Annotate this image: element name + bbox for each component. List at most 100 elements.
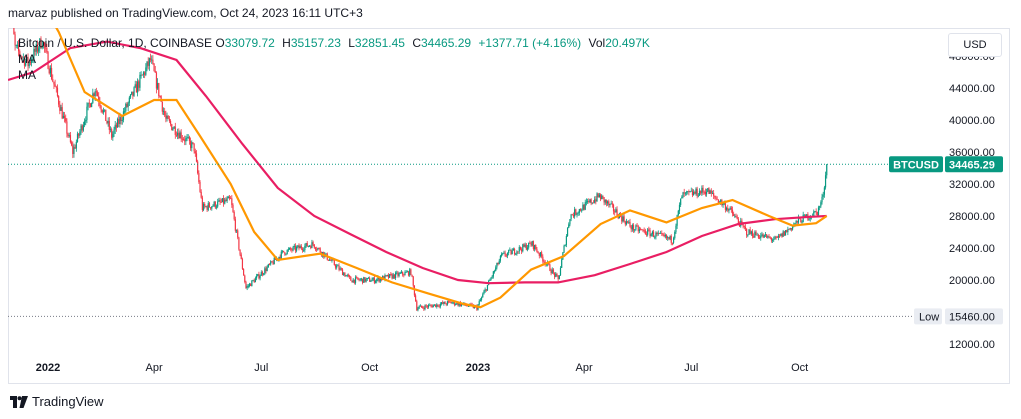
candle-body [138, 81, 140, 88]
candle-body [403, 274, 405, 276]
candle-body [704, 191, 707, 195]
candle-body [394, 272, 397, 279]
candle-body [447, 301, 450, 303]
price-chart[interactable]: 12000.0016000.0020000.0024000.0028000.00… [8, 28, 1010, 384]
candle-body [149, 58, 152, 60]
candle-body [532, 241, 535, 250]
candle-body [125, 103, 127, 112]
candle-body [308, 245, 311, 247]
currency-button[interactable]: USD [948, 33, 1002, 57]
candle-body [48, 68, 50, 74]
candle-body [747, 234, 749, 236]
candle-body [313, 244, 315, 248]
candle-body [730, 207, 732, 210]
candle-body [265, 268, 267, 271]
y-tick-label: 40000.00 [949, 115, 995, 127]
candle-body [404, 272, 406, 276]
candle-body [515, 253, 517, 255]
candle-body [644, 230, 646, 234]
candle-body [628, 221, 630, 223]
candle-body [753, 236, 755, 238]
candle-body [350, 276, 352, 281]
y-tick-label: 32000.00 [949, 179, 995, 191]
candle-body [483, 291, 485, 295]
candle-body [30, 60, 33, 63]
candle-body [576, 213, 578, 215]
candle-body [701, 187, 703, 194]
candle-body [733, 213, 735, 217]
candle-body [121, 119, 123, 121]
volume-value: 20.497K [605, 36, 650, 50]
candle-body [78, 133, 80, 136]
candle-body [545, 264, 547, 265]
candle-body [135, 84, 138, 93]
candle-body [154, 70, 156, 73]
symbol-title[interactable]: Bitcoin / U.S. Dollar, 1D, COINBASE [18, 36, 213, 50]
candle-body [784, 230, 787, 236]
candle-body [768, 236, 770, 238]
candle-body [586, 201, 589, 202]
last-price-symbol-tag [889, 156, 943, 173]
candle-body [224, 199, 226, 204]
candle-body [153, 63, 155, 71]
candle-body [25, 60, 27, 66]
candle-body [584, 202, 586, 210]
candle-body [592, 202, 595, 204]
candle-body [20, 55, 22, 58]
candle-body [611, 203, 613, 205]
candle-body [140, 74, 142, 76]
candle-body [522, 244, 524, 252]
candle-body [707, 188, 709, 192]
candle-body [550, 270, 552, 274]
candle-body [177, 132, 179, 136]
candle-body [585, 201, 588, 203]
candle-body [508, 250, 510, 254]
candle-body [14, 34, 16, 46]
candle-body [293, 245, 295, 248]
candle-body [796, 220, 798, 223]
candle-body [235, 230, 238, 232]
candle-body [352, 279, 354, 283]
candle-body [390, 273, 392, 275]
candle-body [776, 237, 778, 238]
candle-body [625, 221, 628, 225]
x-tick-label: Jul [684, 362, 698, 374]
candle-body [598, 194, 600, 197]
candle-body [179, 132, 181, 139]
candle-body [100, 105, 102, 110]
candle-body [115, 124, 117, 128]
candle-body [261, 272, 264, 275]
legend-ma-slow[interactable]: MA [18, 68, 36, 82]
candle-body [292, 247, 294, 251]
high-value: 35157.23 [290, 36, 341, 50]
candle-body [552, 269, 555, 273]
candle-body [727, 207, 729, 211]
candle-body [33, 48, 35, 60]
candle-body [391, 274, 393, 279]
candle-body [615, 209, 617, 213]
legend-ma-fast[interactable]: MA [18, 52, 36, 66]
candle-body [677, 210, 679, 216]
candle-body [574, 209, 576, 217]
candle-body [283, 250, 285, 253]
candle-body [271, 261, 273, 263]
candle-body [510, 249, 512, 255]
candle-body [746, 228, 748, 236]
candle-body [257, 274, 259, 276]
candle-body [38, 48, 40, 52]
candle-body [267, 264, 269, 268]
candle-body [93, 93, 95, 96]
candle-body [96, 92, 99, 97]
candle-body [630, 226, 632, 230]
candle-body [272, 262, 274, 265]
candle-body [656, 232, 658, 235]
candle-body [205, 206, 207, 208]
tradingview-footer[interactable]: TradingView [10, 394, 104, 409]
candle-body [54, 84, 56, 87]
candle-body [151, 59, 153, 61]
candle-body [105, 109, 107, 122]
candle-body [165, 115, 167, 119]
candle-body [360, 278, 363, 280]
candle-body [186, 137, 188, 139]
candle-body [688, 191, 690, 193]
